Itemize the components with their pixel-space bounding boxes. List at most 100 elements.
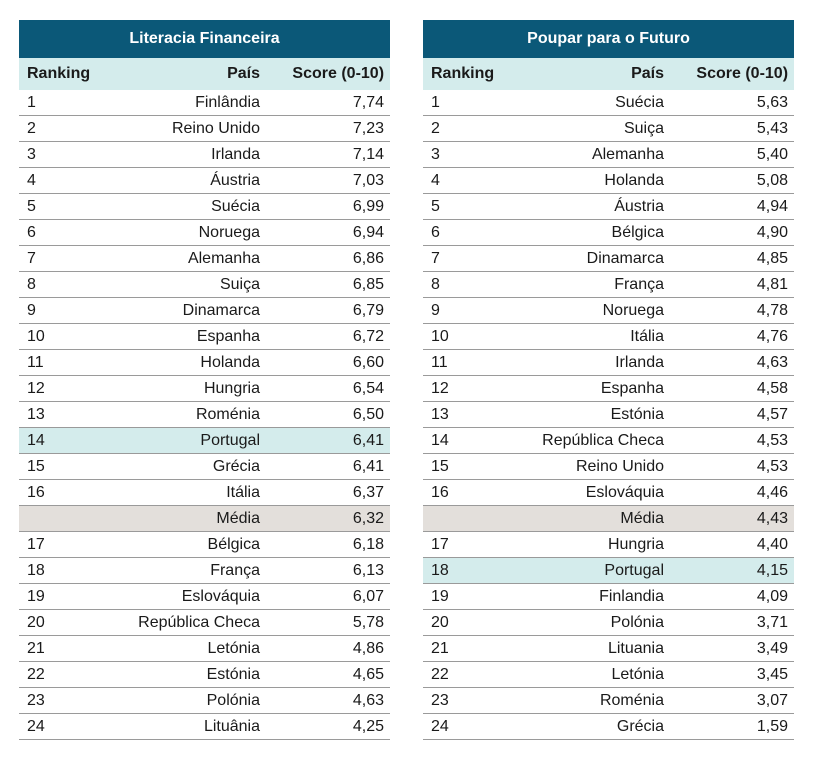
rank-cell: 5 <box>423 193 515 220</box>
rank-cell: 24 <box>423 713 515 740</box>
country-cell: Noruega <box>111 219 264 246</box>
score-cell: 5,43 <box>668 115 795 142</box>
country-cell: República Checa <box>111 609 264 636</box>
column-header-score: Score (0-10) <box>264 58 391 90</box>
rank-cell <box>423 505 515 532</box>
country-cell: Suécia <box>515 90 668 116</box>
rank-cell: 16 <box>19 479 111 506</box>
table-row: 4 Holanda 5,08 <box>423 167 795 194</box>
rank-cell: 12 <box>19 375 111 402</box>
table-row: 19 Finlandia 4,09 <box>423 583 795 610</box>
table-title: Literacia Financeira <box>19 20 391 58</box>
table-title: Poupar para o Futuro <box>423 20 795 58</box>
table-row: 1 Suécia 5,63 <box>423 90 795 116</box>
score-cell: 5,78 <box>264 609 391 636</box>
score-cell: 4,43 <box>668 505 795 532</box>
country-cell: Média <box>111 505 264 532</box>
score-cell: 5,08 <box>668 167 795 194</box>
table-row: 6 Noruega 6,94 <box>19 219 391 246</box>
country-cell: Alemanha <box>515 141 668 168</box>
rank-cell: 23 <box>423 687 515 714</box>
country-cell: França <box>111 557 264 584</box>
score-cell: 4,57 <box>668 401 795 428</box>
score-cell: 4,90 <box>668 219 795 246</box>
country-cell: Dinamarca <box>111 297 264 324</box>
table-row: 20 República Checa 5,78 <box>19 609 391 636</box>
rank-cell: 17 <box>423 531 515 558</box>
rank-cell: 1 <box>19 90 111 116</box>
table-row: 8 França 4,81 <box>423 271 795 298</box>
score-cell: 4,65 <box>264 661 391 688</box>
rank-cell: 4 <box>423 167 515 194</box>
table-row-average: Média 6,32 <box>19 505 391 532</box>
rank-cell: 11 <box>19 349 111 376</box>
score-cell: 3,71 <box>668 609 795 636</box>
table-row: 19 Eslováquia 6,07 <box>19 583 391 610</box>
table-row: 12 Espanha 4,58 <box>423 375 795 402</box>
country-cell: Eslováquia <box>111 583 264 610</box>
rank-cell: 22 <box>423 661 515 688</box>
rank-cell: 24 <box>19 713 111 740</box>
rank-cell: 2 <box>19 115 111 142</box>
rank-cell: 15 <box>423 453 515 480</box>
score-cell: 6,13 <box>264 557 391 584</box>
rank-cell: 6 <box>423 219 515 246</box>
table-row: 10 Itália 4,76 <box>423 323 795 350</box>
country-cell: Roménia <box>111 401 264 428</box>
rank-cell: 15 <box>19 453 111 480</box>
score-cell: 3,07 <box>668 687 795 714</box>
rank-cell: 16 <box>423 479 515 506</box>
rank-cell: 2 <box>423 115 515 142</box>
rank-cell: 17 <box>19 531 111 558</box>
table-row: 24 Grécia 1,59 <box>423 713 795 740</box>
column-header-ranking: Ranking <box>423 58 515 90</box>
country-cell: Reino Unido <box>111 115 264 142</box>
score-cell: 6,94 <box>264 219 391 246</box>
table-row: 6 Bélgica 4,90 <box>423 219 795 246</box>
score-cell: 6,07 <box>264 583 391 610</box>
score-cell: 6,72 <box>264 323 391 350</box>
table-row: 23 Polónia 4,63 <box>19 687 391 714</box>
country-cell: Letónia <box>515 661 668 688</box>
score-cell: 1,59 <box>668 713 795 740</box>
country-cell: Itália <box>515 323 668 350</box>
table-row: 16 Itália 6,37 <box>19 479 391 506</box>
table-row: 21 Letónia 4,86 <box>19 635 391 662</box>
country-cell: Estónia <box>515 401 668 428</box>
rank-cell: 19 <box>19 583 111 610</box>
table-row: 11 Irlanda 4,63 <box>423 349 795 376</box>
table-row: 9 Dinamarca 6,79 <box>19 297 391 324</box>
table-row: 2 Suiça 5,43 <box>423 115 795 142</box>
table-row: 22 Letónia 3,45 <box>423 661 795 688</box>
table-row: 1 Finlândia 7,74 <box>19 90 391 116</box>
table-row-highlighted: 14 Portugal 6,41 <box>19 427 391 454</box>
table-row: 7 Dinamarca 4,85 <box>423 245 795 272</box>
country-cell: Dinamarca <box>515 245 668 272</box>
country-cell: Suiça <box>111 271 264 298</box>
score-cell: 6,32 <box>264 505 391 532</box>
score-cell: 4,53 <box>668 453 795 480</box>
table-body: 1 Finlândia 7,74 2 Reino Unido 7,23 3 Irlanda 7,… <box>19 90 391 740</box>
table-row: 11 Holanda 6,60 <box>19 349 391 376</box>
score-cell: 6,50 <box>264 401 391 428</box>
country-cell: Áustria <box>111 167 264 194</box>
rank-cell: 1 <box>423 90 515 116</box>
rank-cell: 18 <box>423 557 515 584</box>
table-row: 24 Lituânia 4,25 <box>19 713 391 740</box>
rank-cell: 11 <box>423 349 515 376</box>
rank-cell: 13 <box>423 401 515 428</box>
score-cell: 3,45 <box>668 661 795 688</box>
rank-cell: 18 <box>19 557 111 584</box>
score-cell: 4,78 <box>668 297 795 324</box>
score-cell: 6,41 <box>264 427 391 454</box>
country-cell: República Checa <box>515 427 668 454</box>
table-body: 1 Suécia 5,63 2 Suiça 5,43 3 Alemanha 5,40 4 Holan… <box>423 90 795 740</box>
country-cell: Média <box>515 505 668 532</box>
table-row: 15 Grécia 6,41 <box>19 453 391 480</box>
savings-ranking-table: Poupar para o Futuro Ranking País Score … <box>423 20 795 740</box>
rank-cell: 9 <box>19 297 111 324</box>
table-row: 13 Roménia 6,50 <box>19 401 391 428</box>
score-cell: 6,79 <box>264 297 391 324</box>
score-cell: 4,76 <box>668 323 795 350</box>
rank-cell: 13 <box>19 401 111 428</box>
